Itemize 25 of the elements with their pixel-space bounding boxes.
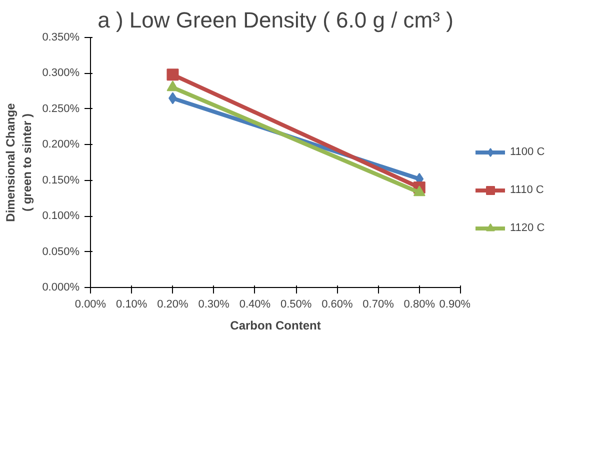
x-tick-label: 0.80% (404, 298, 436, 310)
x-tick-label: 0.60% (322, 298, 353, 310)
x-tick-label: 0.70% (362, 298, 394, 310)
x-tick-label: 0.40% (239, 298, 271, 310)
x-tick-label: 0.20% (157, 298, 189, 310)
x-tick-label: 0.50% (280, 298, 312, 310)
legend-label: 1120 C (510, 222, 545, 234)
y-tick-label: 0.100% (42, 210, 80, 222)
y-tick-label: 0.200% (42, 138, 80, 151)
y-tick-label: 0.300% (42, 67, 80, 80)
x-axis-title: Carbon Content (230, 318, 321, 332)
y-tick-label: 0.000% (42, 282, 80, 294)
y-tick-label: 0.350% (42, 32, 80, 44)
x-tick-label: 0.30% (198, 298, 230, 310)
legend-label: 1110 C (510, 184, 544, 196)
x-tick-label: 0.00% (74, 298, 106, 310)
point (166, 68, 179, 81)
y-tick-label: 0.150% (42, 174, 80, 186)
x-tick-label: 0.90% (439, 298, 471, 310)
chart-title: a ) Low Green Density ( 6.0 g / cm³ ) (98, 8, 454, 32)
y-tick-label: 0.250% (42, 102, 80, 115)
x-tick-label: 0.10% (116, 298, 148, 310)
y-axis-title: Dimensional Change ( green to sinter ) (3, 102, 34, 222)
legend-label: 1100 C (510, 146, 545, 158)
y-tick-label: 0.050% (42, 246, 80, 258)
